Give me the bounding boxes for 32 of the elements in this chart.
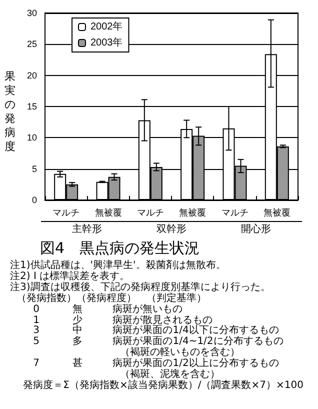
- text: （発病指数）（発病程度） （判定基準）: [16, 292, 206, 304]
- x-tick-label: マルチ: [221, 208, 248, 218]
- y-tick-label: 10: [26, 132, 37, 143]
- legend-label: 2002年: [90, 20, 123, 32]
- y-tick-label: 30: [26, 8, 37, 18]
- y-axis-title: 果実の発病度: [4, 70, 16, 154]
- x-tick-label: マルチ: [52, 208, 80, 218]
- text: 主幹形: [41, 221, 134, 236]
- legend-label: 2003年: [90, 36, 123, 48]
- text: 7 甚 病斑が果面の1/2以上に分布するもの: [33, 358, 279, 370]
- y-tick-label: 5: [32, 164, 37, 174]
- text: 開心形: [210, 221, 302, 236]
- x-tick-label: マルチ: [136, 208, 164, 218]
- text: 5 多 病斑が果面の1/4~1/2に分布するもの: [33, 336, 284, 348]
- y-tick-label: 20: [26, 70, 37, 80]
- y-tick-label: 15: [26, 102, 37, 112]
- text: （褐斑の軽いものを含む）: [120, 347, 240, 358]
- x-tick-label: 無被覆: [94, 208, 122, 218]
- text: 図4 黒点病の発生状況: [40, 239, 200, 257]
- text: 注2) I は標準誤差を表す。: [10, 270, 130, 282]
- text: 3 中 病斑が果面の1/4以下に分布するもの: [33, 325, 279, 336]
- text: 双幹形: [125, 221, 218, 236]
- x-tick-label: 無被覆: [263, 208, 290, 218]
- text: 注3)調査は収穫後、下記の発病程度別基準により行った。: [10, 282, 270, 293]
- text: （褐斑、泥塊を含む）: [120, 369, 220, 380]
- text: 発病度＝Σ（発病指数×該当発病果数）/（調査果数×7）×100: [23, 380, 304, 391]
- y-tick-label: 25: [26, 39, 37, 50]
- x-tick-label: 無被覆: [179, 208, 206, 218]
- text: 1 少 病斑が散見されるもの: [33, 314, 213, 326]
- text: 0 無 病斑が無いもの: [33, 304, 183, 315]
- text: 注1)供試品種は、'興津早生'。殺菌剤は無散布。: [10, 260, 226, 271]
- y-tick-label: 0: [32, 195, 37, 205]
